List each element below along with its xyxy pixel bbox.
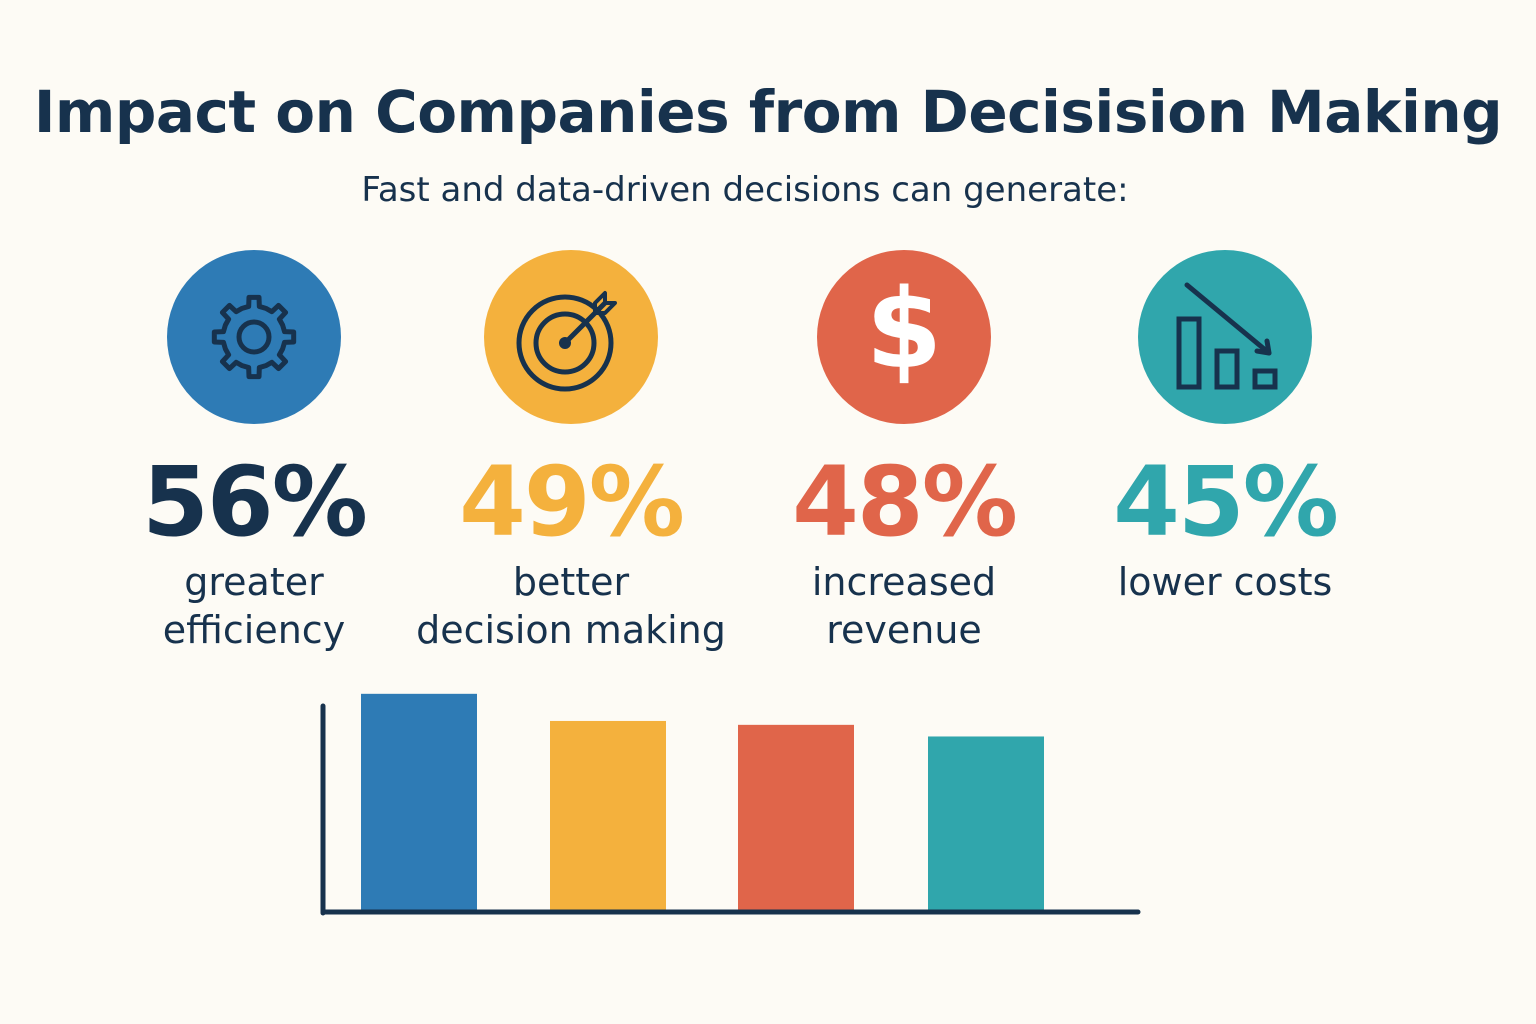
stat-value: 45% bbox=[1113, 446, 1339, 558]
stat-value: 49% bbox=[459, 446, 685, 558]
target-icon bbox=[516, 291, 617, 392]
bar-increased-revenue bbox=[738, 724, 854, 911]
stat-value: 56% bbox=[142, 446, 368, 558]
svg-text:$: $ bbox=[866, 277, 943, 393]
stat-value: 48% bbox=[792, 446, 1018, 558]
dollar-icon: $ bbox=[866, 277, 943, 393]
icon-circle-yellow bbox=[484, 250, 658, 424]
icon-circle-red: $ bbox=[817, 250, 991, 424]
stat-label: greater efficiency bbox=[162, 560, 346, 652]
stat-label: lower costs bbox=[1117, 560, 1333, 604]
gear-icon bbox=[211, 294, 297, 380]
stat-efficiency: 56% greater efficiency bbox=[84, 250, 424, 654]
bar-greater-efficiency bbox=[361, 693, 477, 911]
bar-lower-costs bbox=[928, 736, 1044, 911]
stat-label: better decision making bbox=[416, 560, 726, 652]
stat-revenue: $ 48% increased revenue bbox=[734, 250, 1074, 654]
stat-costs: 45% lower costs bbox=[1055, 250, 1395, 606]
icon-circle-blue bbox=[167, 250, 341, 424]
stat-decision-making: 49% better decision making bbox=[401, 250, 741, 654]
stat-label: increased revenue bbox=[811, 560, 997, 652]
page-subtitle: Fast and data-driven decisions can gener… bbox=[361, 170, 1129, 210]
cost-down-icon bbox=[1176, 282, 1278, 390]
page-title: Impact on Companies from Decisision Maki… bbox=[33, 78, 1503, 146]
icon-circle-teal bbox=[1138, 250, 1312, 424]
bar-better-decision-making bbox=[550, 720, 666, 911]
